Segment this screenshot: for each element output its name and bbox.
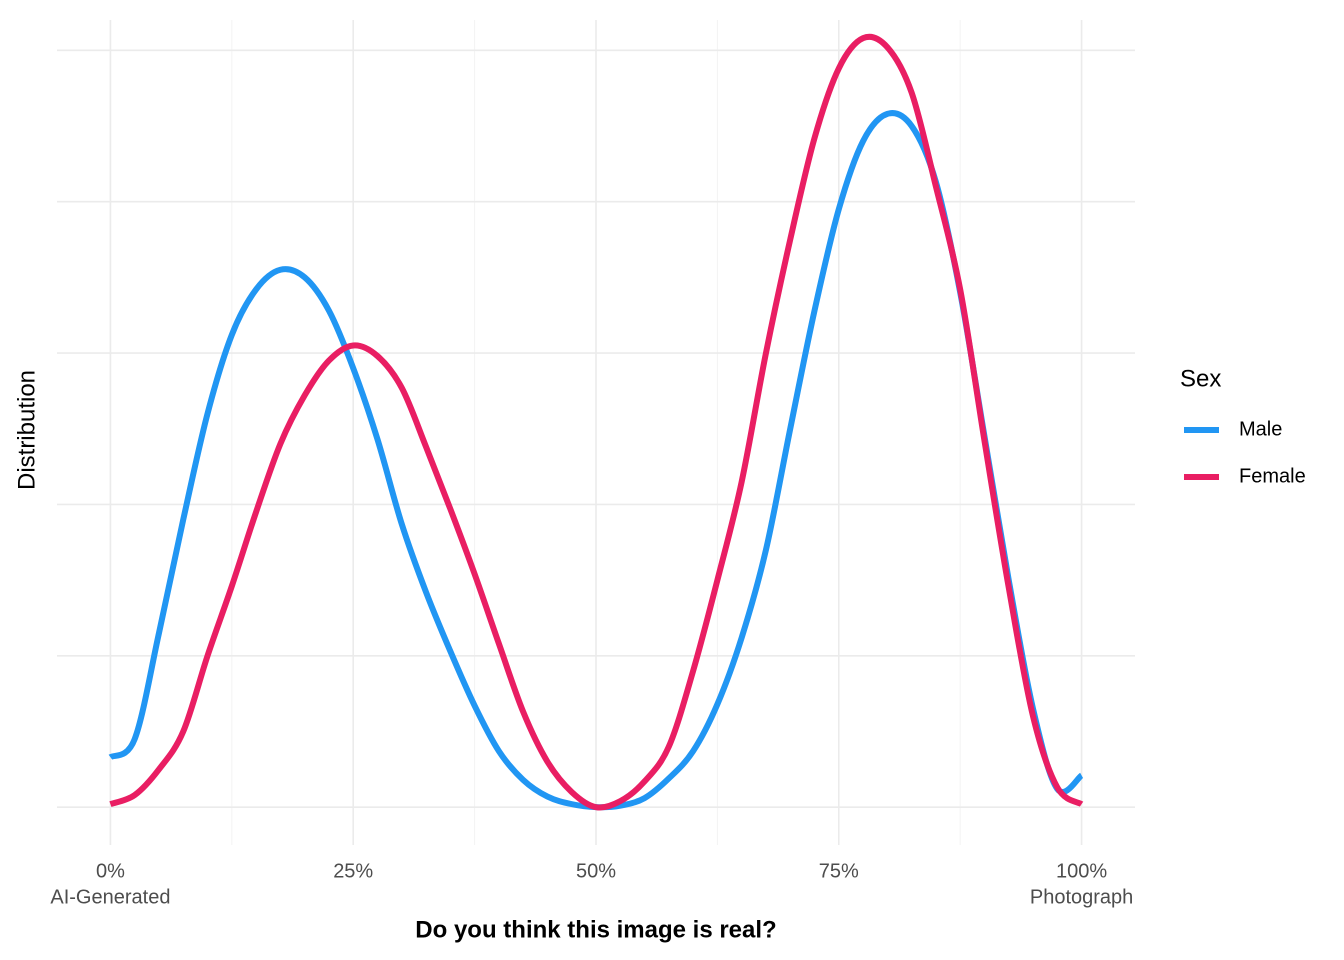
legend-title: Sex — [1180, 365, 1221, 392]
x-tick-label: 25% — [333, 860, 373, 882]
y-axis-title: Distribution — [13, 370, 40, 490]
x-tick-label: 75% — [819, 860, 859, 882]
legend-label: Male — [1239, 418, 1282, 440]
x-end-label: AI-Generated — [50, 886, 170, 908]
legend-label: Female — [1239, 465, 1306, 487]
x-end-label: Photograph — [1030, 886, 1133, 908]
x-tick-label: 100% — [1056, 860, 1107, 882]
x-axis-title: Do you think this image is real? — [415, 916, 776, 943]
x-tick-label: 50% — [576, 860, 616, 882]
line — [109, 33, 1084, 811]
x-tick-label: 0% — [96, 860, 125, 882]
